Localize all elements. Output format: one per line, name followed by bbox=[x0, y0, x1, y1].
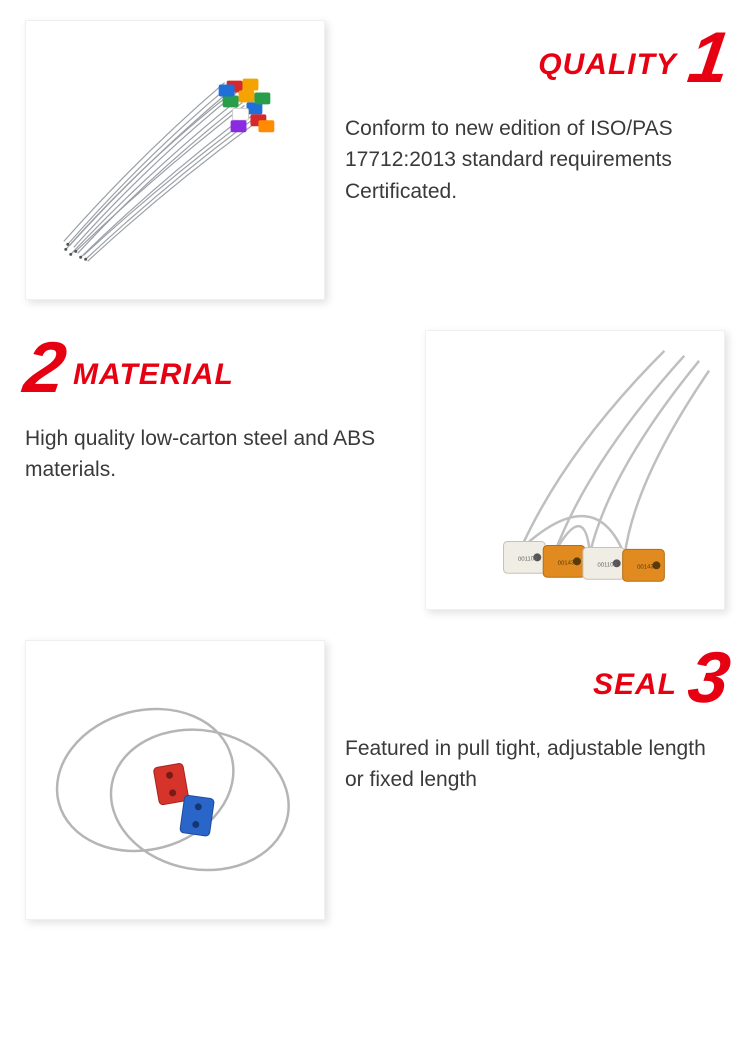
section-number-2: 2 bbox=[21, 340, 65, 398]
body-text-seal: Featured in pull tight, adjustable lengt… bbox=[345, 733, 725, 796]
text-col-seal: SEAL 3 Featured in pull tight, adjustabl… bbox=[345, 640, 725, 920]
section-material: 001100 001430 001100 001430 bbox=[25, 330, 725, 610]
image-box-material: 001100 001430 001100 001430 bbox=[425, 330, 725, 610]
section-number-3: 3 bbox=[685, 650, 729, 708]
image-box-quality bbox=[25, 20, 325, 300]
section-number-1: 1 bbox=[685, 30, 729, 88]
image-box-seal bbox=[25, 640, 325, 920]
text-col-quality: QUALITY 1 Conform to new edition of ISO/… bbox=[345, 20, 725, 300]
section-seal: SEAL 3 Featured in pull tight, adjustabl… bbox=[25, 640, 725, 920]
svg-text:001430: 001430 bbox=[558, 560, 579, 567]
text-col-material: 2 MATERIAL High quality low-carton steel… bbox=[25, 330, 405, 610]
heading-row-material: 2 MATERIAL bbox=[25, 340, 405, 398]
section-quality: QUALITY 1 Conform to new edition of ISO/… bbox=[25, 20, 725, 300]
heading-row-seal: SEAL 3 bbox=[345, 650, 725, 708]
loop-seals-icon bbox=[26, 641, 324, 919]
heading-row-quality: QUALITY 1 bbox=[345, 30, 725, 88]
heading-title-seal: SEAL bbox=[593, 668, 677, 702]
svg-text:001100: 001100 bbox=[518, 556, 538, 563]
svg-text:001430: 001430 bbox=[637, 564, 658, 571]
seal-locks-icon: 001100 001430 001100 001430 bbox=[426, 331, 724, 609]
body-text-material: High quality low-carton steel and ABS ma… bbox=[25, 423, 405, 486]
body-text-quality: Conform to new edition of ISO/PAS 17712:… bbox=[345, 113, 725, 208]
heading-title-material: MATERIAL bbox=[73, 358, 234, 392]
svg-text:001100: 001100 bbox=[597, 562, 617, 569]
cable-bundle-icon bbox=[26, 21, 324, 299]
heading-title-quality: QUALITY bbox=[538, 48, 677, 82]
